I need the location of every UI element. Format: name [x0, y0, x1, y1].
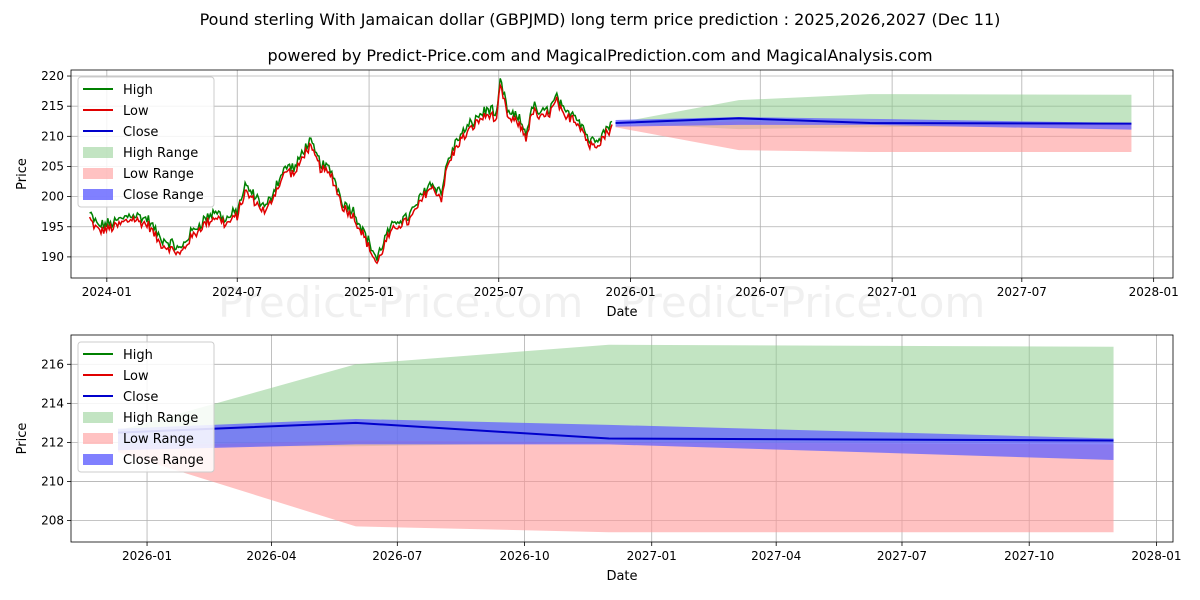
x-tick-label: 2026-01 — [122, 549, 172, 563]
low-series-line — [88, 82, 613, 265]
watermark-text: Predict-Price.com — [218, 278, 584, 327]
x-tick-label: 2026-01 — [606, 285, 656, 299]
legend-label: Low — [123, 104, 149, 119]
y-tick-label: 200 — [41, 190, 64, 204]
legend-label: High Range — [123, 411, 198, 426]
x-tick-label: 2025-07 — [474, 285, 524, 299]
legend-label: High — [123, 348, 153, 363]
y-tick-label: 212 — [41, 435, 64, 449]
low-range-band — [118, 440, 1114, 533]
legend-swatch — [83, 168, 113, 179]
legend-swatch — [83, 147, 113, 158]
y-axis-label: Price — [15, 423, 30, 455]
chart-panel-1: 2024-01 2024-07 2025-01 2025-07 2026-01 2026-… — [15, 69, 1179, 320]
x-tick-label: 2026-04 — [246, 549, 296, 563]
legend-label: Close Range — [123, 453, 204, 468]
x-tick-label: 2027-01 — [867, 285, 917, 299]
axes-frame — [70, 334, 1174, 543]
chart-subtitle: powered by Predict-Price.com and Magical… — [267, 46, 933, 65]
legend-swatch — [83, 454, 113, 465]
x-tick-label: 2027-07 — [997, 285, 1047, 299]
x-tick-label: 2024-07 — [212, 285, 262, 299]
y-tick-label: 216 — [41, 357, 64, 371]
high-series-line — [89, 78, 613, 261]
x-tick-label: 2026-10 — [499, 549, 549, 563]
x-axis-label: Date — [606, 305, 637, 320]
legend-label: Low — [123, 369, 149, 384]
legend-swatch — [83, 433, 113, 444]
chart-panel-2: 2026-01 2026-04 2026-07 2026-10 2027-01 2027-… — [15, 334, 1181, 584]
close-prediction-line — [615, 117, 1132, 125]
axes-frame — [70, 69, 1174, 279]
y-tick-label: 214 — [41, 396, 64, 410]
y-tick-label: 190 — [41, 250, 64, 264]
legend-label: Low Range — [123, 432, 194, 447]
legend-label: High — [123, 83, 153, 98]
close-prediction-line — [117, 421, 1114, 442]
x-tick-label: 2027-04 — [751, 549, 801, 563]
x-tick-label: 2025-01 — [344, 285, 394, 299]
y-tick-label: 215 — [41, 99, 64, 113]
x-tick-label: 2027-01 — [627, 549, 677, 563]
x-tick-label: 2026-07 — [372, 549, 422, 563]
x-tick-label: 2028-01 — [1131, 549, 1181, 563]
y-tick-label: 210 — [41, 129, 64, 143]
y-tick-label: 195 — [41, 220, 64, 234]
y-tick-label: 208 — [41, 514, 64, 528]
x-tick-label: 2026-07 — [735, 285, 785, 299]
y-tick-label: 205 — [41, 159, 64, 173]
x-tick-label: 2027-10 — [1004, 549, 1054, 563]
x-tick-label: 2028-01 — [1129, 285, 1179, 299]
legend-label: Low Range — [123, 167, 194, 182]
low-range-band — [615, 121, 1132, 152]
x-tick-label: 2024-01 — [82, 285, 132, 299]
chart-title: Pound sterling With Jamaican dollar (GBP… — [199, 10, 1001, 29]
x-axis-label: Date — [606, 569, 637, 584]
y-tick-label: 220 — [41, 69, 64, 83]
legend-label: Close — [123, 125, 158, 140]
legend-label: Close — [123, 390, 158, 405]
y-tick-label: 210 — [41, 474, 64, 488]
legend-swatch — [83, 189, 113, 200]
watermark-text: Predict-Price.com — [620, 278, 986, 327]
legend-swatch — [83, 412, 113, 423]
y-axis-label: Price — [15, 158, 30, 190]
legend-label: Close Range — [123, 188, 204, 203]
legend-label: High Range — [123, 146, 198, 161]
x-tick-label: 2027-07 — [877, 549, 927, 563]
